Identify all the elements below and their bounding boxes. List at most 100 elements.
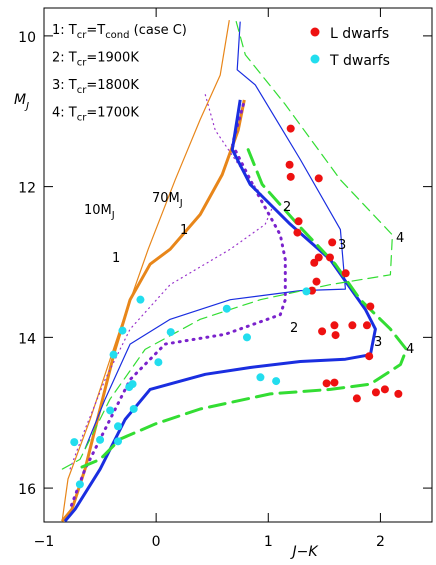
curve-label-sub: J <box>179 198 183 209</box>
y-tick-label: 16 <box>18 482 36 498</box>
x-tick-label: −1 <box>34 534 55 550</box>
point <box>222 304 231 313</box>
model-line <box>63 99 377 522</box>
y-axis-label-main: M <box>14 92 26 108</box>
point <box>286 124 295 133</box>
y-tick-label: 10 <box>18 30 36 46</box>
curve-label-part: 1 <box>112 251 120 266</box>
point <box>348 321 357 330</box>
x-tick-label: 2 <box>376 534 385 550</box>
curve-label-part: 10M <box>84 203 112 218</box>
y-tick-label: 14 <box>18 331 36 347</box>
curve-label: 10MJ <box>84 203 115 221</box>
curve-label-part: 2 <box>283 200 291 215</box>
model-key-entry: 3: Tcr=1800K <box>52 78 139 96</box>
legend-marker <box>310 27 320 37</box>
curve-label: 3 <box>338 238 346 253</box>
model-line <box>84 21 346 450</box>
point <box>114 422 123 431</box>
point <box>366 302 375 311</box>
point <box>365 352 374 361</box>
curve-label: 2 <box>283 200 291 215</box>
point <box>371 388 380 397</box>
legend-label: T dwarfs <box>329 53 390 69</box>
point <box>328 238 337 247</box>
legend-label: L dwarfs <box>330 26 389 42</box>
model-line <box>61 20 230 522</box>
model-key-entry-part: =T <box>86 23 105 38</box>
point <box>256 373 265 382</box>
curve-label: 70MJ <box>152 191 183 209</box>
point <box>75 480 84 489</box>
curve-label-part: 70M <box>152 191 180 206</box>
curve-label-part: 2 <box>290 321 298 336</box>
point <box>136 295 145 304</box>
points <box>70 124 403 489</box>
model-key-entry-sub: cr <box>77 30 87 41</box>
curve-label: 2 <box>290 321 298 336</box>
point <box>352 394 361 403</box>
model-key-entry-part: (case C) <box>130 23 187 38</box>
curve-label-part: 1 <box>180 223 188 238</box>
plot-frame <box>43 7 433 523</box>
point <box>294 217 303 226</box>
model-key-entry-part: =1700K <box>86 106 139 121</box>
model-key-entry: 2: Tcr=1900K <box>52 51 139 69</box>
model-lines <box>60 20 408 522</box>
point <box>362 321 371 330</box>
model-line <box>80 148 408 469</box>
y-tick-label: 12 <box>18 181 36 197</box>
point <box>96 435 105 444</box>
point <box>322 379 331 388</box>
point <box>154 358 163 367</box>
point <box>341 269 350 278</box>
y-axis-label: MJ <box>14 92 29 112</box>
model-key-entry-sub: cr <box>77 58 87 69</box>
y-axis-label-sub: J <box>24 101 29 112</box>
model-key-entry-part: 2: T <box>52 51 77 66</box>
point <box>302 287 311 296</box>
point <box>242 333 251 342</box>
curve-label: 3 <box>374 335 382 350</box>
point <box>318 327 327 336</box>
curve-label-part: 4 <box>396 231 404 246</box>
point <box>310 258 319 267</box>
point <box>331 331 340 340</box>
model-key-entry-part: 3: T <box>52 78 77 93</box>
point <box>128 380 137 389</box>
point <box>312 277 321 286</box>
model-key-entry: 1: Tcr=Tcond (case C) <box>52 23 187 41</box>
x-axis-label: J−K <box>289 544 319 560</box>
model-key-entry-part: =1800K <box>86 78 139 93</box>
point <box>70 438 79 447</box>
point <box>114 437 123 446</box>
point <box>272 377 281 386</box>
legend-marker <box>310 54 320 64</box>
model-key-entry-part: =1900K <box>86 51 139 66</box>
model-key-entry: 4: Tcr=1700K <box>52 106 139 124</box>
point <box>293 228 302 237</box>
curve-label-part: 4 <box>406 342 414 357</box>
model-line <box>61 21 393 470</box>
point <box>330 321 339 330</box>
curve-label: 4 <box>396 231 404 246</box>
point <box>106 406 115 415</box>
x-tick-label: 0 <box>152 534 161 550</box>
point <box>314 253 323 262</box>
model-key-entry-sub: cr <box>77 85 87 96</box>
point <box>109 350 118 359</box>
model-key-entry-sub: cr <box>77 113 87 124</box>
point <box>314 174 323 183</box>
point <box>118 326 127 335</box>
point <box>129 404 138 413</box>
point <box>325 253 334 262</box>
point <box>394 389 403 398</box>
point <box>286 172 295 181</box>
curve-label-part: 3 <box>338 238 346 253</box>
point <box>380 385 389 394</box>
model-line <box>60 99 246 522</box>
model-key-entry-sub: cond <box>105 30 129 41</box>
model-key-entry-part: 4: T <box>52 106 77 121</box>
